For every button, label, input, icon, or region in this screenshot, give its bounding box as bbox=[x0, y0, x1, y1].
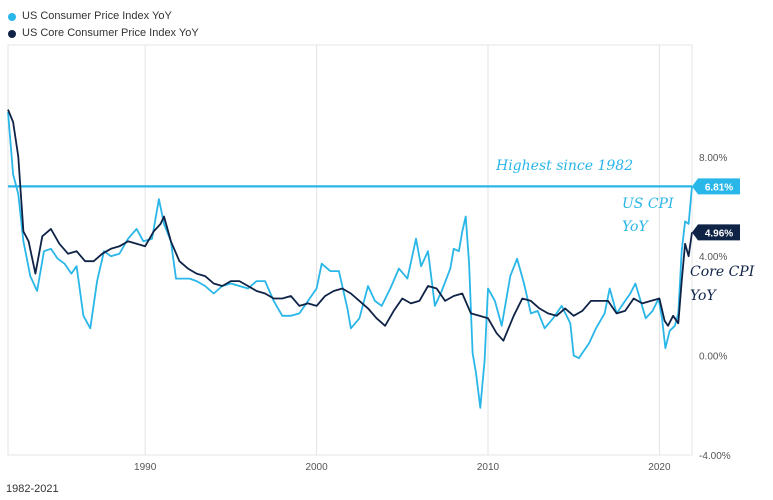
series-layer bbox=[7, 109, 693, 409]
x-tick-label: 1990 bbox=[134, 462, 157, 473]
plot-frame bbox=[7, 44, 693, 456]
legend-item-core-cpi[interactable]: US Core Consumer Price Index YoY bbox=[8, 25, 199, 42]
x-tick-label: 2000 bbox=[305, 462, 328, 473]
y-tick-label: 8.00% bbox=[699, 153, 727, 164]
date-range-footer: 1982-2021 bbox=[6, 483, 59, 495]
y-tick-label: 0.00% bbox=[699, 352, 727, 363]
us-cpi-annotation-line1: US CPI bbox=[622, 196, 674, 212]
end-label-layer: 6.81% 4.96% bbox=[692, 178, 740, 241]
core-cpi-annotation-line2: YoY bbox=[690, 288, 717, 304]
cpi-end-label: 6.81% bbox=[692, 178, 740, 195]
cpi-series-line bbox=[7, 112, 693, 409]
end-label-badge bbox=[692, 178, 740, 195]
legend-item-cpi[interactable]: US Consumer Price Index YoY bbox=[8, 8, 199, 25]
cpi-line-chart: 1990 2000 2010 2020 8.00% 4.00% 0.00% -4.00% Hi… bbox=[7, 44, 755, 473]
end-label-badge bbox=[692, 224, 740, 241]
x-tick-label: 2010 bbox=[477, 462, 500, 473]
legend-dot-core-cpi-icon bbox=[8, 29, 16, 38]
chart-legend: US Consumer Price Index YoY US Core Cons… bbox=[8, 8, 199, 42]
legend-label-core-cpi: US Core Consumer Price Index YoY bbox=[22, 27, 199, 39]
core-cpi-end-label: 4.96% bbox=[692, 224, 740, 241]
legend-label-cpi: US Consumer Price Index YoY bbox=[22, 10, 172, 22]
grid-layer bbox=[7, 44, 693, 456]
core-cpi-annotation-line1: Core CPI bbox=[690, 264, 755, 280]
y-tick-label: -4.00% bbox=[699, 451, 731, 462]
annotation-layer: Highest since 1982 US CPI YoY Core CPI Y… bbox=[495, 158, 755, 304]
x-tick-label: 2020 bbox=[648, 462, 671, 473]
core-cpi-series-line bbox=[7, 109, 693, 342]
us-cpi-annotation-line2: YoY bbox=[622, 219, 649, 235]
legend-dot-cpi-icon bbox=[8, 12, 16, 21]
highest-annotation: Highest since 1982 bbox=[495, 158, 633, 174]
y-tick-label: 4.00% bbox=[699, 252, 727, 263]
axis-layer: 1990 2000 2010 2020 8.00% 4.00% 0.00% -4.00% bbox=[134, 153, 731, 473]
end-label-text: 4.96% bbox=[705, 228, 733, 239]
end-label-text: 6.81% bbox=[705, 182, 733, 193]
